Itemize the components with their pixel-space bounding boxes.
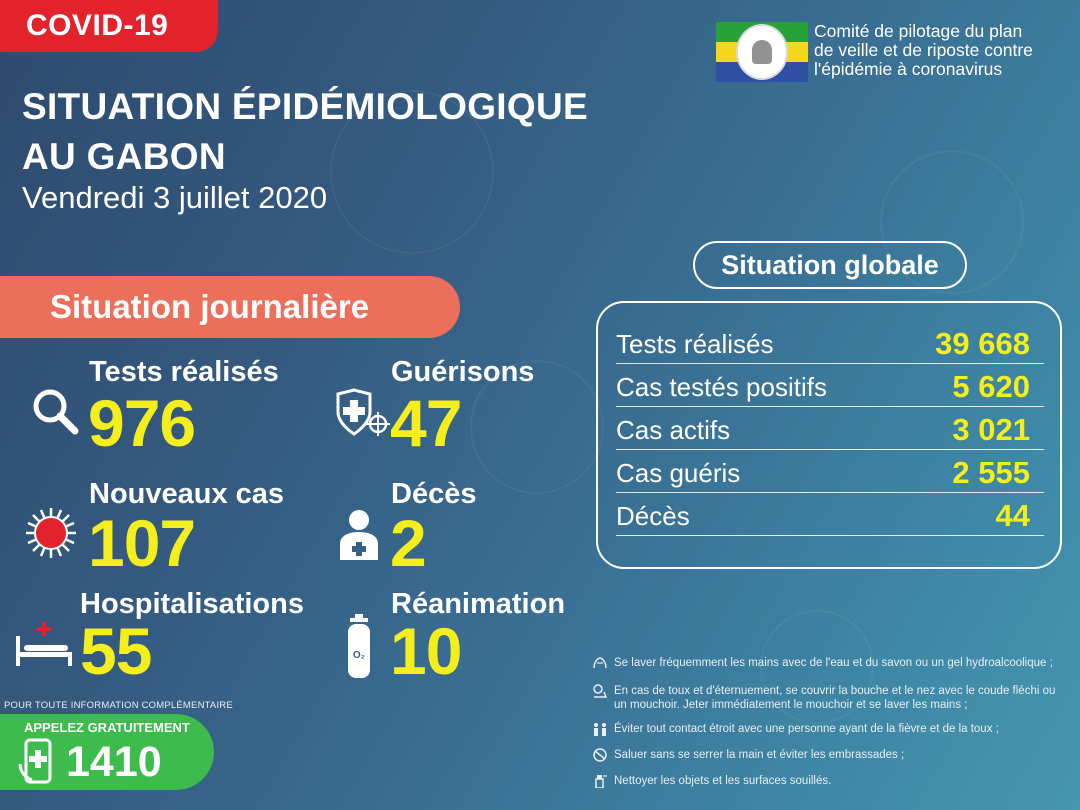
sneeze-icon: [592, 684, 608, 698]
daily-section-heading: Situation journalière: [0, 276, 460, 338]
seal-icon: [736, 24, 788, 80]
hotline-label: APPELEZ GRATUITEMENT: [24, 720, 190, 735]
committee-name: Comité de pilotage du plan de veille et …: [814, 22, 1033, 79]
daily-new-cases-label: Nouveaux cas: [89, 478, 285, 510]
daily-icu-label: Réanimation: [391, 588, 566, 620]
global-row-label: Cas guéris: [616, 458, 741, 488]
cleaning-spray-icon: [592, 774, 608, 789]
background-virus-motif: [760, 610, 874, 724]
hand-wash-icon: [592, 656, 608, 670]
phone-cross-icon: [18, 738, 60, 784]
covid-tag: COVID-19: [0, 0, 218, 52]
page-title-line1: SITUATION ÉPIDÉMIOLOGIQUE: [22, 86, 588, 127]
global-row-value: 5 620: [952, 369, 1030, 404]
distance-icon: [592, 722, 608, 736]
page-title-line2: AU GABON: [22, 136, 226, 177]
advice-text: Nettoyer les objets et les surfaces soui…: [614, 775, 832, 787]
global-row-value: 39 668: [935, 326, 1030, 361]
table-row: Cas testés positifs 5 620: [616, 364, 1044, 407]
background-virus-motif: [880, 150, 1024, 294]
daily-icu-value: 10: [390, 614, 462, 688]
table-row: Cas actifs 3 021: [616, 407, 1044, 450]
global-row-value: 3 021: [952, 412, 1030, 447]
committee-line2: de veille et de riposte contre: [814, 40, 1033, 60]
gabon-flag-logo: [716, 22, 808, 82]
global-section-heading: Situation globale: [693, 241, 967, 289]
global-stats-table: Tests réalisés 39 668 Cas testés positif…: [596, 301, 1062, 569]
table-row: Décès 44: [616, 493, 1044, 536]
global-row-value: 44: [995, 498, 1030, 533]
svg-text:O₂: O₂: [353, 650, 365, 661]
daily-recoveries-value: 47: [390, 386, 462, 460]
magnifier-icon: [30, 386, 80, 436]
advice-text: En cas de toux et d'éternuement, se couv…: [614, 685, 1056, 711]
global-row-label: Cas actifs: [616, 415, 731, 445]
background-virus-motif: [330, 90, 494, 254]
virus-icon: [24, 506, 78, 560]
report-date: Vendredi 3 juillet 2020: [22, 180, 328, 215]
advice-text: Éviter tout contact étroit avec une pers…: [614, 723, 999, 735]
daily-deaths-value: 2: [390, 506, 427, 580]
daily-deaths-label: Décès: [391, 478, 477, 510]
advice-text: Saluer sans se serrer la main et éviter …: [614, 749, 905, 761]
global-row-label: Cas testés positifs: [616, 372, 827, 402]
table-row: Cas guéris 2 555: [616, 450, 1044, 493]
advice-text: Se laver fréquemment les mains avec de l…: [614, 657, 1053, 669]
info-note: POUR TOUTE INFORMATION COMPLÉMENTAIRE: [4, 700, 233, 711]
global-row-value: 2 555: [952, 455, 1030, 490]
table-row: Tests réalisés 39 668: [616, 321, 1044, 364]
committee-line3: l'épidémie à coronavirus: [814, 59, 1003, 79]
global-row-label: Tests réalisés: [616, 329, 774, 359]
daily-new-cases-value: 107: [88, 506, 196, 580]
daily-tests-label: Tests réalisés: [89, 356, 279, 388]
daily-hospital-value: 55: [80, 614, 152, 688]
background-virus-motif: [470, 360, 604, 494]
shield-virus-icon: [334, 388, 390, 440]
daily-hospital-label: Hospitalisations: [80, 588, 304, 620]
committee-block: Comité de pilotage du plan de veille et …: [716, 22, 1066, 84]
daily-recoveries-label: Guérisons: [391, 356, 535, 388]
hospital-bed-icon: [14, 622, 74, 666]
hotline-box[interactable]: APPELEZ GRATUITEMENT 1410: [0, 714, 214, 790]
hotline-number[interactable]: 1410: [66, 738, 162, 786]
no-handshake-icon: [592, 748, 608, 762]
oxygen-tank-icon: O₂: [346, 614, 372, 678]
daily-tests-value: 976: [88, 386, 196, 460]
global-row-label: Décès: [616, 501, 690, 531]
committee-line1: Comité de pilotage du plan: [814, 21, 1023, 41]
doctor-icon: [338, 508, 380, 560]
